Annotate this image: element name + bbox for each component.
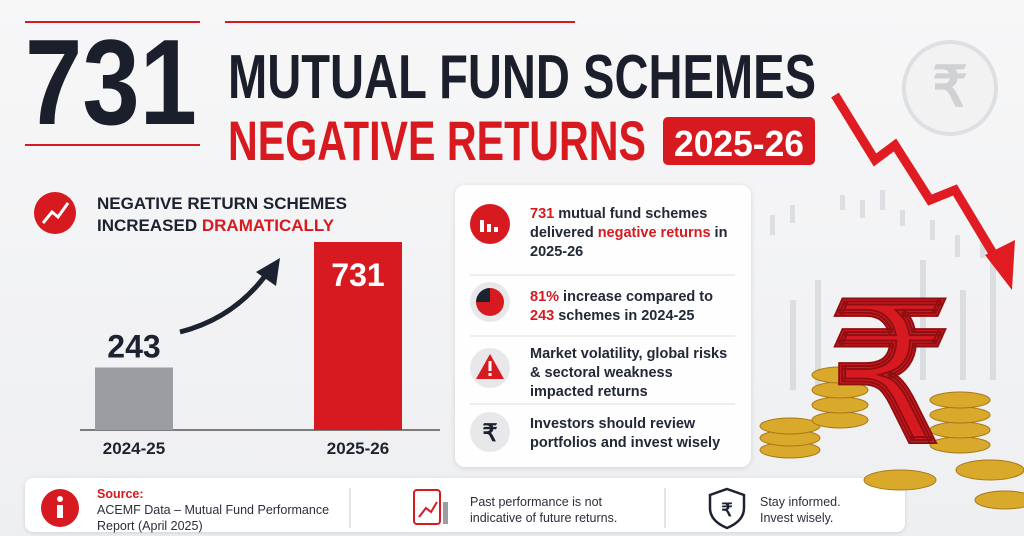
coins <box>759 366 1024 510</box>
clipboard-icon <box>413 489 441 525</box>
source: Source: ACEMF Data – Mutual Fund Perform… <box>97 486 337 534</box>
highlight: DRAMATICALLY <box>201 216 335 235</box>
rupee-icon: ₹ <box>932 55 968 118</box>
point: 731 mutual fund schemes delivered negati… <box>530 205 740 262</box>
source-label: Source: <box>97 487 144 501</box>
chart-heading-line: INCREASED DRAMATICALLY <box>97 215 347 237</box>
chart-heading: NEGATIVE RETURN SCHEMES INCREASED DRAMAT… <box>97 193 347 237</box>
text: mutual fund schemes delivered <box>530 206 708 241</box>
svg-text:₹: ₹ <box>721 500 733 520</box>
highlight: negative returns <box>597 225 711 241</box>
footer-bar <box>25 478 905 532</box>
point: Investors should review portfolios and i… <box>530 415 740 453</box>
badge-text: 2025-26 <box>674 123 804 164</box>
highlight: 731 <box>530 206 555 222</box>
text: Investors should review portfolios and i… <box>530 416 721 451</box>
chart-heading-line: NEGATIVE RETURN SCHEMES <box>97 194 347 213</box>
text: Market volatility, global risks & sector… <box>530 346 728 400</box>
value-label: 243 <box>107 329 160 365</box>
chart-icon-line <box>41 202 70 224</box>
bar <box>95 367 173 430</box>
shield-icon <box>708 487 746 530</box>
subtitle: NEGATIVE RETURNS <box>228 109 646 172</box>
decor <box>770 190 996 390</box>
arrow-head <box>985 240 1015 290</box>
value-label: 731 <box>331 257 384 293</box>
point-icon <box>470 412 510 452</box>
growth-arrow-head <box>256 258 280 286</box>
source-text: ACEMF Data – Mutual Fund Performance Rep… <box>97 503 330 533</box>
text: increase compared to <box>559 289 713 305</box>
text: INCREASED <box>97 216 202 235</box>
text: schemes in 2024-25 <box>554 308 695 324</box>
rupee-symbol: ₹ <box>830 269 951 481</box>
rupee-icon: ₹ <box>482 420 497 447</box>
title: MUTUAL FUND SCHEMES <box>228 43 816 112</box>
rupee-coin-watermark <box>902 40 998 136</box>
x-tick-label: 2025-26 <box>327 439 389 458</box>
point: 81% increase compared to 243 schemes in … <box>530 288 740 326</box>
bar-chart: 243 2024-25 731 2025-26 <box>80 242 440 458</box>
growth-arrow <box>179 270 271 335</box>
highlight: 81% <box>530 289 560 305</box>
big-number: 731 <box>25 14 197 150</box>
x-tick-label: 2024-25 <box>103 439 165 458</box>
down-arrow <box>831 92 1004 268</box>
highlight: 243 <box>530 308 555 324</box>
text: in 2025-26 <box>530 225 728 260</box>
badge <box>663 117 815 165</box>
point: Market volatility, global risks & sector… <box>530 345 740 402</box>
bar <box>314 242 402 430</box>
disclaimer: Past performance is not indicative of fu… <box>470 495 618 525</box>
closing: Stay informed. Invest wisely. <box>760 495 841 525</box>
